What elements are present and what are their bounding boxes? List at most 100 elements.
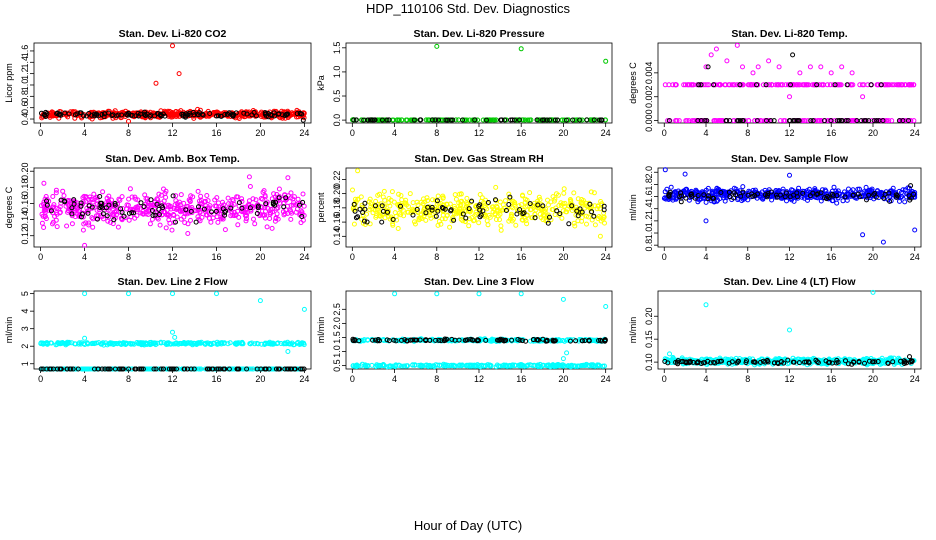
data-point (498, 227, 504, 233)
data-point (112, 200, 118, 206)
data-point (157, 222, 163, 228)
y-tick-label: 1.2 (20, 67, 30, 80)
data-point (351, 201, 357, 207)
data-point (473, 211, 479, 217)
data-point (77, 110, 83, 116)
data-point (586, 338, 592, 344)
data-point (236, 366, 242, 372)
data-point (491, 206, 497, 212)
data-point (370, 337, 376, 343)
data-point (120, 366, 125, 372)
data-point (891, 82, 897, 88)
data-point (543, 206, 549, 212)
data-point (301, 366, 307, 372)
data-point (81, 113, 87, 119)
x-tick-label: 8 (745, 374, 750, 384)
data-point (50, 194, 56, 199)
data-point (214, 195, 220, 201)
y-tick-label: 0.002 (644, 85, 654, 108)
data-point (678, 190, 684, 196)
data-point (81, 221, 87, 227)
data-point (198, 193, 204, 199)
y-tick-label: 0.20 (20, 162, 30, 180)
data-point (126, 118, 131, 124)
data-point (545, 220, 551, 226)
data-point (531, 204, 537, 210)
data-point (76, 340, 82, 346)
data-point (41, 208, 47, 214)
data-point (477, 364, 483, 370)
data-point (494, 203, 500, 209)
data-point (104, 342, 110, 348)
data-point (603, 304, 609, 309)
data-point (569, 208, 575, 213)
data-point (460, 117, 465, 123)
data-point (149, 208, 155, 213)
data-point (151, 366, 157, 372)
data-point (517, 117, 522, 123)
data-point (283, 195, 289, 201)
data-point (850, 192, 856, 198)
data-point (711, 82, 717, 88)
data-point (882, 191, 888, 197)
data-point (479, 195, 485, 201)
data-point (507, 194, 513, 200)
data-point (396, 117, 402, 123)
data-point (261, 188, 267, 194)
data-point (745, 197, 751, 203)
data-point (81, 341, 87, 347)
data-point (912, 227, 918, 233)
data-point (805, 118, 811, 124)
data-point (299, 214, 305, 219)
data-point (153, 366, 159, 372)
data-point (602, 337, 608, 343)
data-point (785, 82, 791, 88)
y-tick-label: 1.0 (20, 79, 30, 92)
data-point (154, 201, 160, 207)
data-point (162, 209, 168, 215)
data-point (559, 363, 565, 369)
data-point (666, 82, 672, 88)
data-point (244, 366, 250, 372)
data-point (174, 366, 179, 372)
data-point (115, 224, 121, 230)
data-point (79, 211, 85, 217)
data-point (394, 337, 400, 343)
data-point (47, 366, 53, 372)
data-point (382, 215, 388, 221)
data-point (839, 64, 845, 70)
y-axis-label: ml/min (628, 194, 638, 221)
data-point (58, 366, 64, 372)
data-point (775, 82, 781, 88)
data-point (91, 341, 97, 347)
data-point (395, 226, 401, 231)
data-point (521, 210, 527, 216)
data-point (703, 199, 709, 205)
data-point (244, 111, 250, 117)
data-point (469, 198, 475, 204)
data-point (503, 198, 508, 204)
data-point (469, 215, 475, 221)
data-point (497, 217, 502, 223)
y-tick-label: 0.18 (332, 199, 342, 217)
data-point (532, 212, 538, 217)
data-point (220, 206, 226, 212)
x-tick-label: 12 (474, 252, 484, 262)
data-point (362, 200, 368, 206)
data-point (518, 291, 524, 297)
data-point (834, 118, 840, 124)
data-point (484, 117, 489, 123)
data-point (90, 199, 96, 205)
data-point (44, 366, 50, 372)
data-point (239, 341, 245, 347)
y-tick-label: 2.0 (644, 166, 654, 179)
data-point (214, 291, 219, 297)
panel-title: Stan. Dev. Line 3 Flow (424, 276, 535, 288)
y-tick-label: 0.16 (332, 213, 342, 231)
data-point (125, 112, 131, 118)
data-point (410, 200, 416, 206)
data-point (449, 336, 455, 342)
data-point (401, 213, 407, 219)
data-point (503, 208, 509, 213)
data-point (160, 205, 166, 211)
